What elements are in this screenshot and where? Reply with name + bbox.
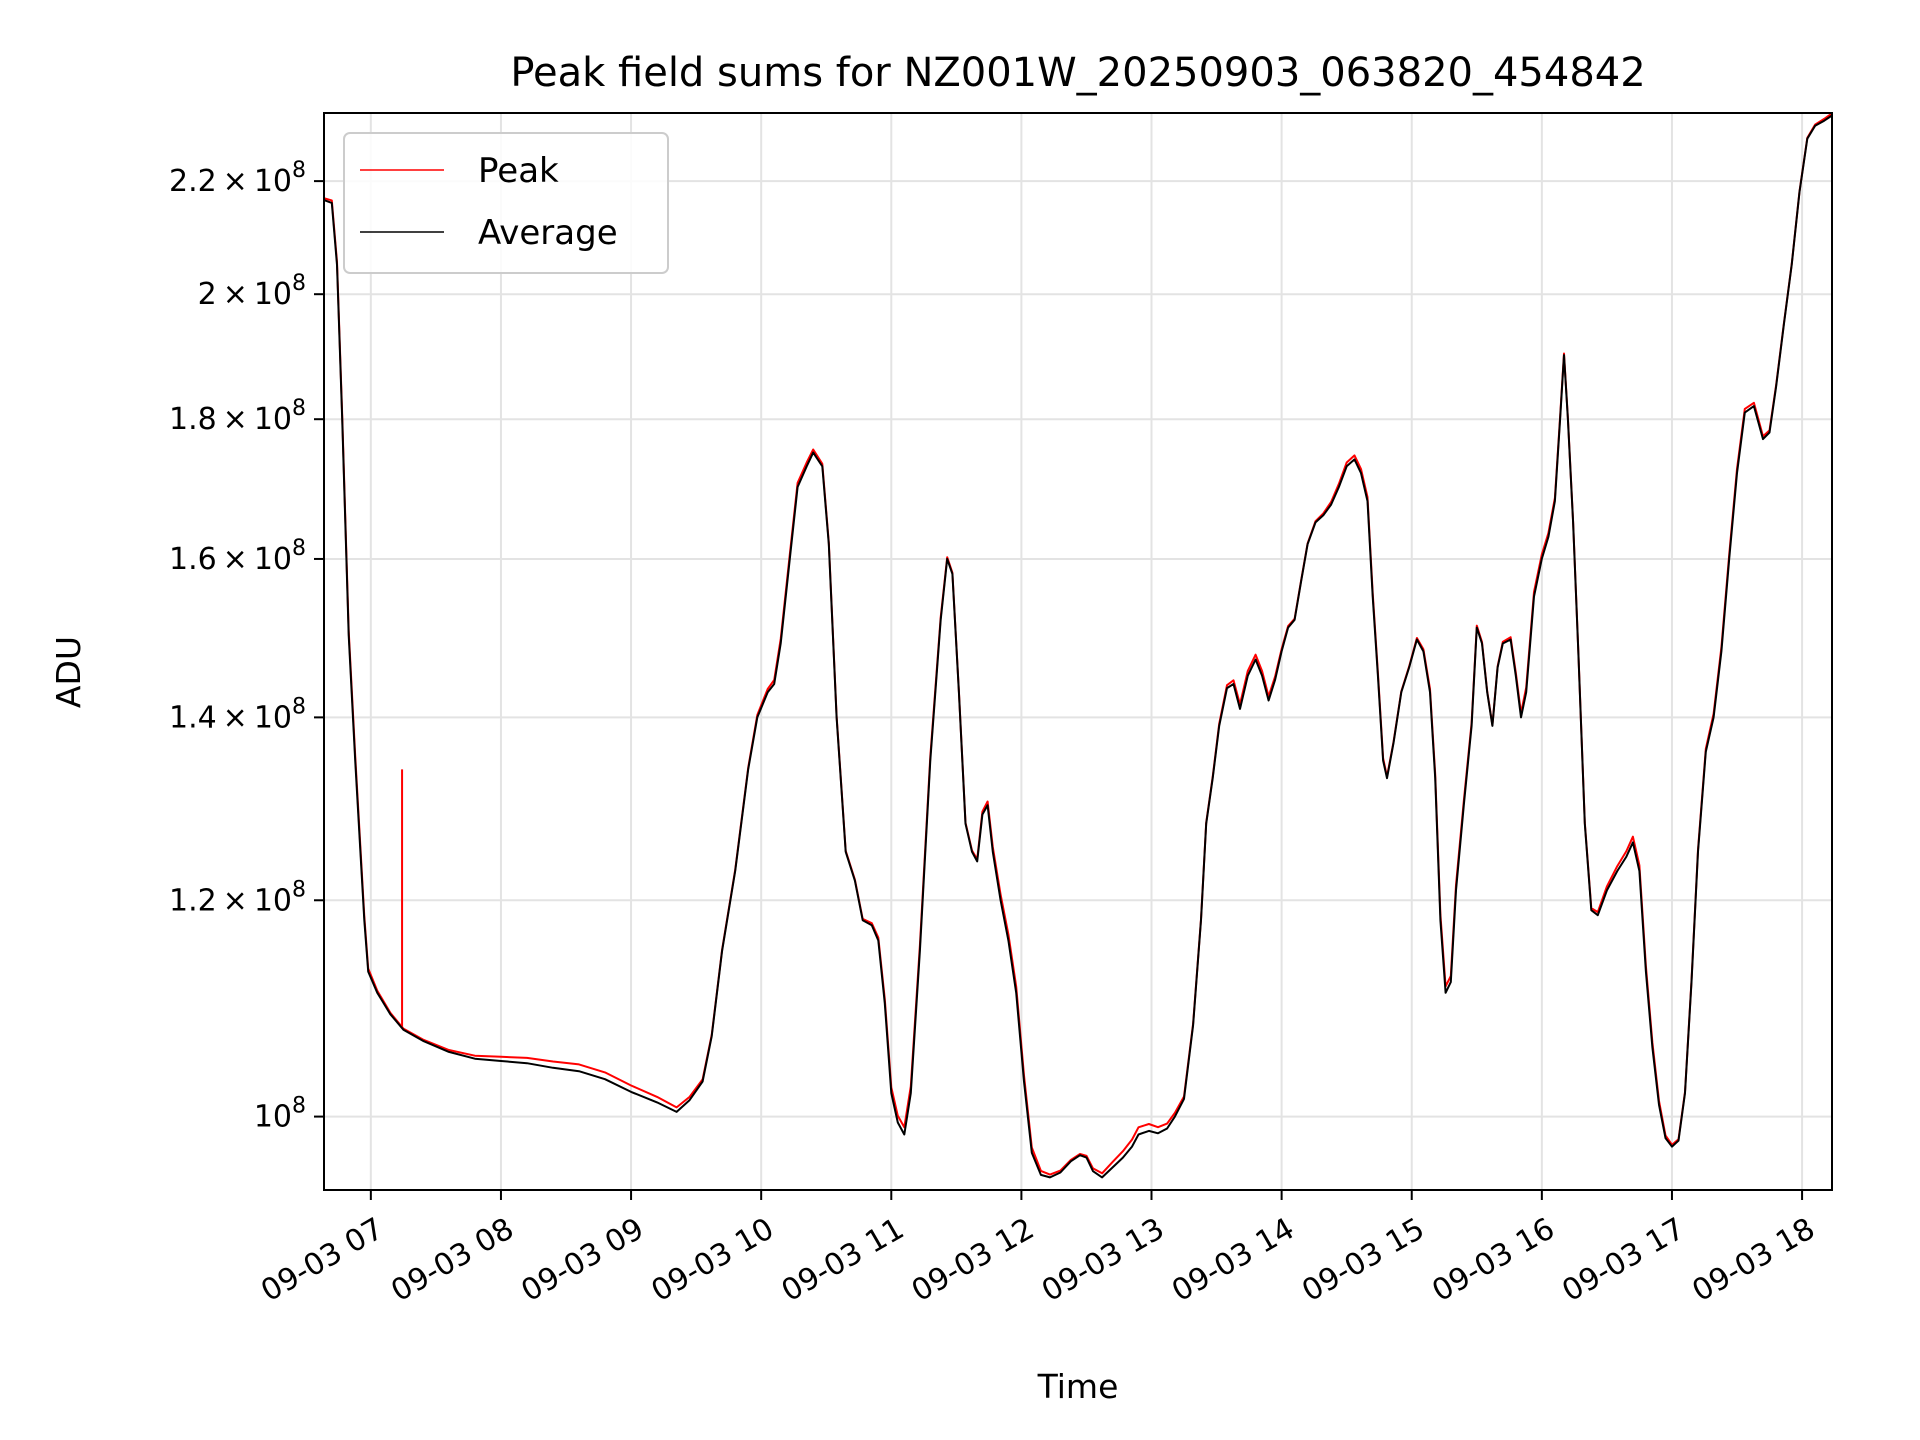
legend-average-label: Average	[478, 213, 618, 253]
y-axis-ticks: 108 1.2 × 108 1.4 × 108 1.6 × 108 1.8 × 108 2…	[169, 158, 324, 1135]
legend-box	[343, 132, 669, 274]
y-tick-label: 2 × 108	[198, 271, 306, 312]
legend: Peak Average	[343, 132, 669, 274]
x-gridlines	[369, 113, 1804, 1190]
plot-frame	[323, 112, 1833, 1191]
y-tick-label: 1.6 × 108	[169, 536, 306, 577]
y-tick-label: 1.2 × 108	[169, 877, 306, 918]
peak-series-line	[323, 112, 1833, 1176]
series-average	[323, 114, 1833, 1179]
y-tick-label: 108	[254, 1094, 306, 1135]
x-axis-label: Time	[1037, 1367, 1119, 1406]
y-axis-label: ADU	[49, 636, 88, 708]
y-tick-label: 1.4 × 108	[169, 694, 306, 735]
y-tick-label: 2.2 × 108	[169, 158, 306, 199]
average-series-line	[323, 114, 1833, 1179]
legend-peak-label: Peak	[478, 151, 559, 191]
series-peak	[323, 112, 1833, 1176]
y-tick-label: 1.8 × 108	[169, 396, 306, 437]
chart-title: Peak field sums for NZ001W_20250903_0638…	[510, 50, 1645, 96]
